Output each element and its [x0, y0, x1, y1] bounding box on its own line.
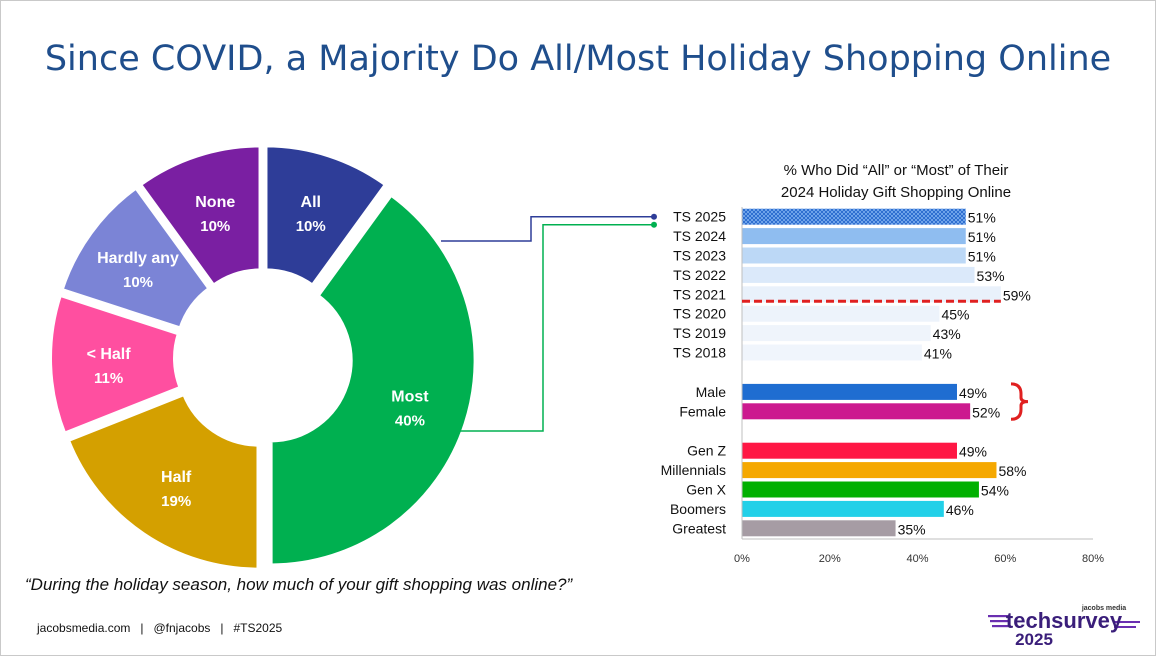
- bar-value-label: 51%: [968, 249, 996, 265]
- bar-category-label: Greatest: [672, 520, 726, 536]
- bar-category-label: Gen Z: [687, 443, 726, 459]
- donut-slice: [268, 191, 478, 568]
- donut-slice-label: Most: [391, 389, 429, 406]
- bar-category-label: Female: [679, 403, 726, 419]
- logo-main-text: techsurvey: [1006, 608, 1123, 633]
- bar: [742, 383, 957, 400]
- bar-value-label: 54%: [981, 483, 1009, 499]
- bar-value-label: 51%: [968, 210, 996, 226]
- connector-most: [456, 223, 653, 432]
- bar: [742, 325, 931, 342]
- bar-value-label: 46%: [946, 502, 974, 518]
- page-title: Since COVID, a Majority Do All/Most Holi…: [44, 39, 1112, 79]
- bar: [742, 247, 966, 264]
- survey-question: “During the holiday season, how much of …: [25, 575, 573, 594]
- donut-slice-label: None: [195, 194, 235, 211]
- bar: [742, 208, 966, 225]
- bar-value-label: 49%: [959, 385, 987, 401]
- bar-category-label: TS 2022: [673, 267, 726, 283]
- bar: [742, 228, 966, 245]
- donut-slice: [65, 391, 261, 572]
- connector-most-dot: [651, 221, 657, 228]
- bar-chart-title-line-2: 2024 Holiday Gift Shopping Online: [781, 184, 1011, 201]
- x-tick-label: 60%: [994, 553, 1016, 565]
- donut-slice-label: Hardly any: [97, 250, 179, 267]
- donut-slice-value: 10%: [296, 218, 326, 235]
- bar-category-label: Male: [696, 384, 727, 400]
- gender-bracket-icon: [1010, 382, 1029, 421]
- bar-value-label: 52%: [972, 404, 1000, 420]
- bar: [742, 462, 997, 479]
- logo-year-text: 2025: [1015, 630, 1053, 647]
- bar-value-label: 43%: [933, 326, 961, 342]
- x-tick-label: 20%: [819, 553, 841, 565]
- bar: [742, 481, 979, 498]
- donut-slice-label: All: [301, 194, 321, 211]
- logo-top-text: jacobs media: [1081, 605, 1126, 612]
- x-tick-label: 0%: [734, 553, 750, 565]
- bar: [742, 403, 971, 420]
- bar: [742, 305, 940, 322]
- donut-slice-value: 10%: [123, 274, 153, 291]
- bar-category-label: TS 2021: [673, 286, 726, 302]
- donut-slice-value: 11%: [94, 370, 123, 387]
- donut-slice: [263, 143, 389, 289]
- donut-slice-value: 10%: [200, 218, 230, 235]
- bar-category-label: Boomers: [670, 501, 726, 517]
- bar-category-label: TS 2024: [673, 228, 726, 244]
- donut-chart: All 10% Most 40% Half 19% < Half 11% Hardly any 1…: [48, 143, 478, 572]
- footer-links: jacobsmedia.com | @fnjacobs | #TS2025: [37, 621, 283, 635]
- bar: [742, 500, 944, 517]
- bar: [742, 344, 922, 361]
- connector-lines: [441, 213, 657, 432]
- logo-swoosh-icon: [988, 615, 1140, 628]
- bar-category-label: TS 2018: [673, 345, 726, 361]
- donut-slice-label: Half: [161, 469, 192, 486]
- bar-category-label: TS 2019: [673, 325, 726, 341]
- bar: [742, 520, 896, 537]
- bar-value-label: 49%: [959, 444, 987, 460]
- donut-slice: [137, 143, 263, 289]
- bar-value-label: 59%: [1003, 287, 1031, 303]
- bar-chart: % Who Did “All” or “Most” of Their 2024 H…: [661, 162, 1105, 565]
- bar-category-label: TS 2023: [673, 248, 726, 264]
- bar: [742, 266, 975, 283]
- x-tick-label: 80%: [1082, 553, 1104, 565]
- bar-value-label: 51%: [968, 229, 996, 245]
- x-tick-label: 40%: [906, 553, 928, 565]
- bar-category-label: Gen X: [686, 482, 726, 498]
- bar: [742, 286, 1001, 303]
- bar-value-label: 41%: [924, 346, 952, 362]
- donut-slice-value: 40%: [395, 413, 425, 430]
- techsurvey-logo: jacobs media techsurvey 2025: [988, 605, 1140, 647]
- donut-slice: [59, 184, 213, 332]
- bar-category-label: TS 2020: [673, 306, 726, 322]
- connector-all-dot: [651, 213, 657, 220]
- bar-value-label: 58%: [998, 463, 1026, 479]
- bar: [742, 442, 957, 459]
- bar-chart-title-line-1: % Who Did “All” or “Most” of Their: [784, 162, 1009, 179]
- bar-value-label: 53%: [977, 268, 1005, 284]
- donut-slice: [48, 292, 184, 437]
- bar-value-label: 45%: [941, 307, 969, 323]
- bar-value-label: 35%: [898, 521, 926, 537]
- donut-slice-label: < Half: [87, 346, 132, 363]
- connector-all: [441, 215, 653, 242]
- bar-category-label: TS 2025: [673, 209, 726, 225]
- donut-slice-value: 19%: [161, 493, 191, 510]
- bar-category-label: Millennials: [661, 462, 726, 478]
